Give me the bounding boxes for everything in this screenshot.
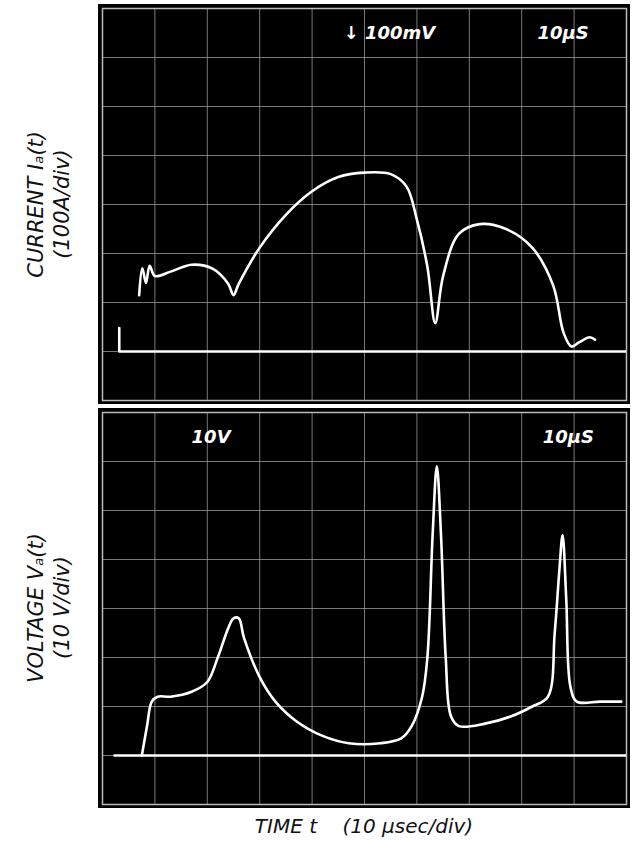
html-text:TIME t (10 μsec/div): TIME t (10 μsec/div) [254, 814, 474, 838]
html-text:(100A/div): (100A/div) [50, 149, 74, 259]
html-text:CURRENT Iₐ(t): CURRENT Iₐ(t) [23, 130, 48, 278]
svg-text:10V: 10V [192, 426, 233, 447]
html-text:VOLTAGE Vₐ(t): VOLTAGE Vₐ(t) [23, 533, 48, 683]
svg-text:10μS: 10μS [543, 426, 594, 447]
svg-text:↓ 100mV: ↓ 100mV [344, 22, 438, 43]
svg-text:10μS: 10μS [537, 22, 588, 43]
html-text:(10 V/div): (10 V/div) [50, 556, 74, 660]
